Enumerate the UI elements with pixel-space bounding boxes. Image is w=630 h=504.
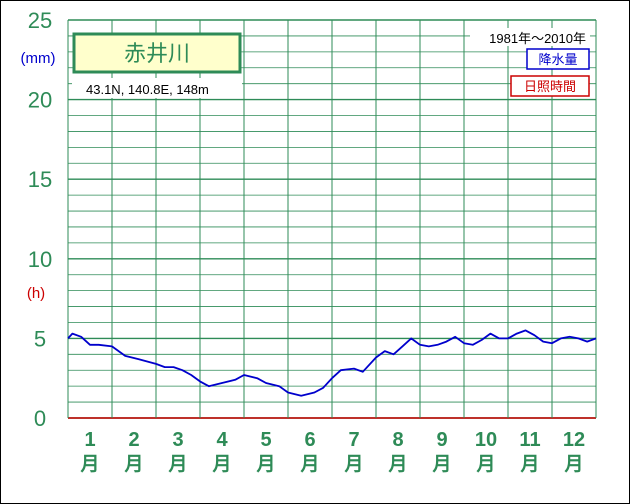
y-tick-label: 10: [28, 247, 52, 272]
x-tick-suffix: 月: [211, 453, 231, 475]
x-tick-label: 7: [348, 429, 359, 451]
x-tick-suffix: 月: [255, 453, 275, 475]
x-tick-suffix: 月: [387, 453, 407, 475]
x-tick-label: 10: [475, 429, 497, 451]
x-tick-label: 8: [392, 429, 403, 451]
x-tick-label: 3: [172, 429, 183, 451]
location-bg: [72, 78, 242, 98]
x-tick-label: 11: [519, 429, 540, 451]
period-bg: [470, 28, 590, 46]
chart-title: 赤井川: [124, 42, 190, 67]
x-tick-suffix: 月: [79, 453, 99, 475]
legend-precip: 降水量: [538, 53, 577, 68]
x-tick-label: 6: [304, 429, 315, 451]
x-tick-label: 9: [436, 429, 447, 451]
series-layer: [67, 329, 597, 397]
x-tick-suffix: 月: [123, 453, 143, 475]
x-tick-label: 5: [260, 429, 271, 451]
x-tick-suffix: 月: [519, 453, 539, 475]
precip-series-line: [67, 329, 597, 397]
y-tick-labels: 0 5 10 15 20 25: [28, 8, 52, 431]
x-tick-label: 2: [128, 429, 139, 451]
x-tick-label: 4: [216, 429, 228, 451]
x-tick-suffix: 月: [343, 453, 363, 475]
x-tick-suffix: 月: [167, 453, 187, 475]
title-box: [72, 32, 242, 74]
x-tick-suffix: 月: [563, 453, 583, 475]
x-tick-suffix: 月: [475, 453, 495, 475]
legend-sunshine: 日照時間: [524, 80, 576, 95]
x-tick-label: 12: [563, 429, 585, 451]
y-tick-label: 5: [34, 326, 46, 351]
legend-sunshine-box: [510, 75, 590, 97]
x-tick-suffix: 月: [431, 453, 451, 475]
y-tick-label: 0: [34, 406, 46, 431]
sunshine-unit-label: (h): [27, 285, 45, 302]
location-label: 43.1N, 140.8E, 148m: [86, 82, 209, 97]
x-tick-suffix: 月: [299, 453, 319, 475]
y-tick-label: 20: [28, 88, 52, 113]
x-tick-label: 1: [84, 429, 95, 451]
y-tick-label: 25: [28, 8, 52, 33]
precip-unit-label: (mm): [21, 50, 56, 67]
legend-precip-box: [526, 48, 590, 70]
period-label: 1981年〜2010年: [489, 31, 586, 46]
legend: 降水量 日照時間: [510, 48, 590, 97]
y-tick-label: 15: [28, 167, 52, 192]
